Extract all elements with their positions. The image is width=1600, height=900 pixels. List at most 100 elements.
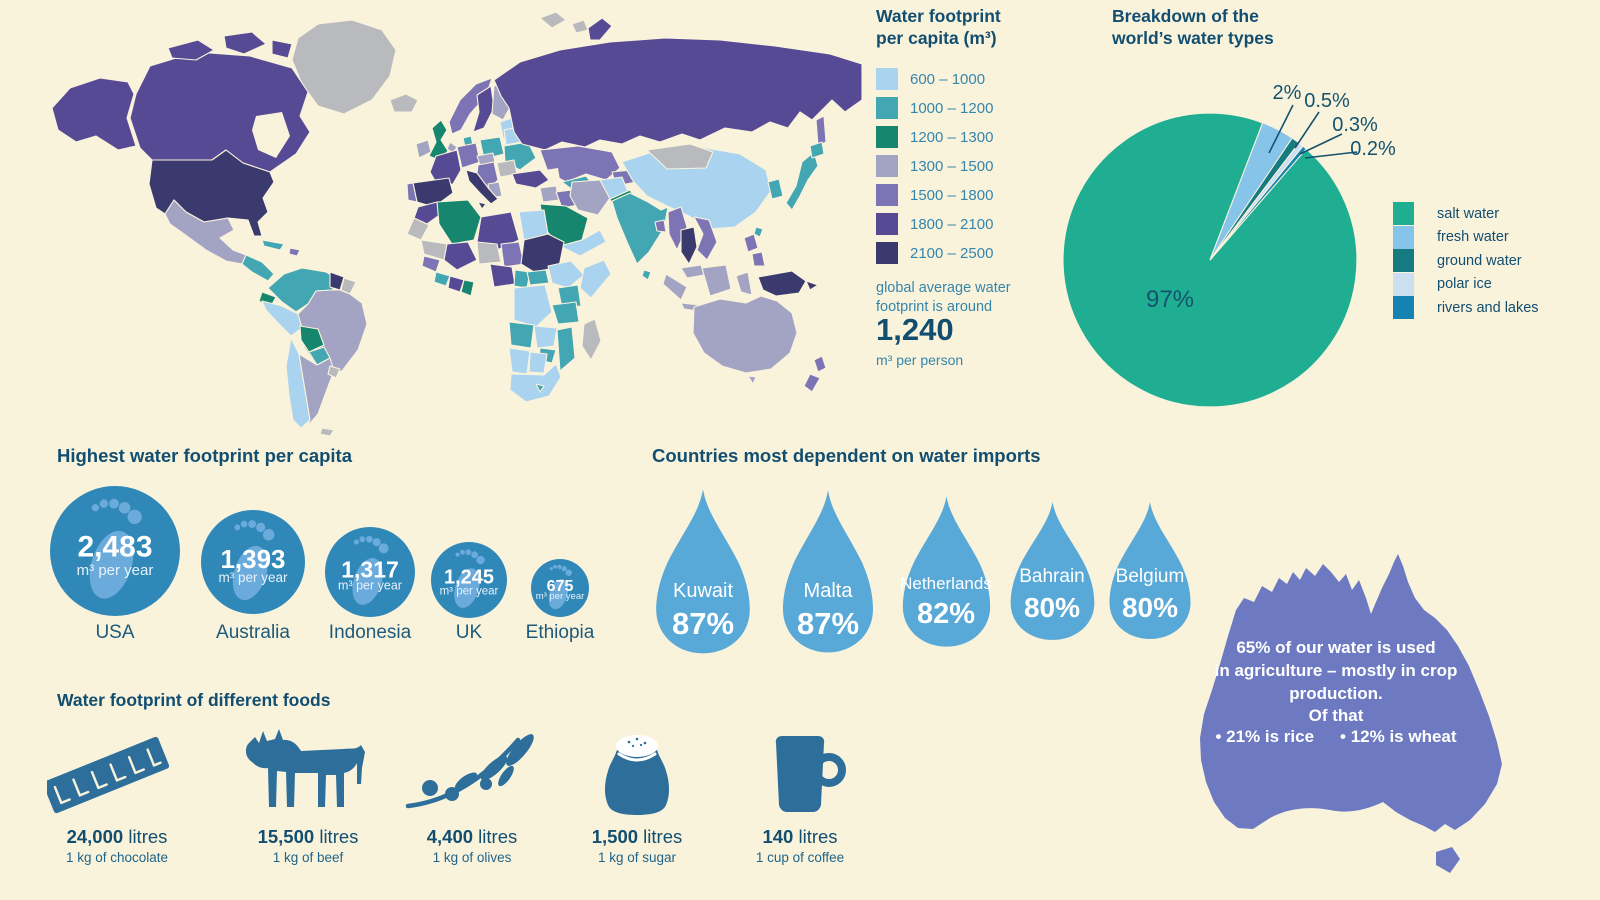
australia-fact-bullets: • 21% is rice • 12% is wheat [1140,727,1532,747]
food-item-beef: 15,500 litres 1 kg of beef [223,726,393,876]
pie-legend-label: fresh water [1437,229,1509,246]
food-value-number: 15,500 [257,826,315,847]
food-item-coffee: 140 litres 1 cup of coffee [715,726,885,876]
pie-legend-label: polar ice [1437,276,1492,293]
water-drop-icon [656,489,750,654]
legend-bin-swatch [876,242,898,264]
pie-legend-swatch [1393,249,1414,273]
footprint-unit: m³ per year [536,591,585,602]
drop-country-label: Malta [803,579,853,602]
pie-value-label-polar-ice: 0.3% [1332,114,1378,136]
footprint-icon [232,520,275,601]
pie-leader-line [1299,133,1343,155]
legend-bin-swatch [876,126,898,148]
food-value-unit: litres [314,826,359,847]
pie-title-line2: world’s water types [1112,27,1274,48]
map-legend-title-line1: Water footprint [876,6,1001,26]
pie-value-label-ground-water: 0.5% [1304,90,1350,112]
legend-bin-row: 2100 – 2500 [876,242,993,264]
pie-leader-line [1304,151,1358,159]
food-value-number: 4,400 [426,826,474,847]
footprint-country-label: Australia [216,622,290,643]
footprint-value: 1,245 [444,567,494,589]
legend-bin-label: 1200 – 1300 [910,128,994,146]
food-value: 4,400 litres [387,826,557,848]
legend-bin-row: 1800 – 2100 [876,213,993,235]
drop-value-label: 87% [796,606,860,642]
imports-section-title: Countries most dependent on water import… [652,445,1041,466]
legend-bin-label: 1300 – 1500 [910,157,994,175]
australia-rice-bullet: • 21% is rice [1215,727,1315,746]
water-drop-Netherlands: Netherlands 82% [898,494,995,650]
water-drop-Bahrain: Bahrain 80% [1006,500,1099,643]
pie-leader-line [1268,104,1294,154]
drop-country-label: Bahrain [1019,566,1085,588]
legend-bin-row: 1200 – 1300 [876,126,993,148]
drop-value-label: 80% [1023,591,1081,623]
footprint-country-label: Ethiopia [525,622,595,643]
chocolate-bar-icon [47,726,187,821]
water-drop-Belgium: Belgium 80% [1105,500,1195,642]
footprint-unit: m³ per year [77,562,154,579]
map-legend-title-line2: per capita (m³) [876,27,997,48]
food-caption: 1 kg of chocolate [65,850,169,865]
asia [493,37,863,314]
footprint-value: 1,393 [220,544,285,574]
water-drop-icon [1010,502,1094,640]
pie-legend-swatch [1393,296,1414,320]
footprints-section-title: Highest water footprint per capita [57,445,353,466]
food-caption: 1 kg of olives [432,850,512,865]
sugar-sack-icon [567,726,707,821]
food-caption: 1 kg of beef [272,850,344,865]
arctic-region [291,11,613,115]
food-value: 24,000 litres [32,826,202,848]
footprint-unit: m³ per year [218,570,288,585]
drop-value-label: 82% [916,598,976,631]
legend-bin-row: 600 – 1000 [876,68,993,90]
water-types-pie-chart: 97% 2% 0.5%0.3%0.2% [1062,82,1396,408]
world-map [51,11,863,437]
water-drop-Kuwait: Kuwait 87% [651,487,755,657]
australia-wheat-bullet: • 12% is wheat [1340,727,1457,746]
footprint-country-label: Indonesia [328,622,412,643]
food-value-unit: litres [793,826,838,847]
footprint-icon [454,549,485,608]
olive-branch-icon [402,726,542,821]
food-value: 15,500 litres [223,826,393,848]
cow-icon [238,726,378,821]
water-drop-icon [783,490,873,653]
food-item-olives: 4,400 litres 1 kg of olives [387,726,557,876]
australia-fact-line1: 65% of our water is used [1236,638,1436,657]
food-value: 140 litres [715,826,885,848]
footprint-country-label: UK [455,622,483,643]
drop-country-label: Belgium [1115,566,1185,588]
drop-value-label: 80% [1121,591,1179,623]
pie-legend-row: polar ice [1393,272,1539,297]
map-legend-title: Water footprint per capita (m³) [876,6,1001,50]
pie-value-label-rivers-and-lakes: 0.2% [1350,138,1396,160]
legend-bin-label: 600 – 1000 [910,70,986,88]
food-value: 1,500 litres [552,826,722,848]
tasmania [1436,847,1460,873]
food-value-unit: litres [638,826,683,847]
pie-legend-label: ground water [1437,252,1522,269]
food-caption: 1 cup of coffee [755,850,845,865]
legend-bin-swatch [876,97,898,119]
food-value-unit: litres [473,826,518,847]
legend-bin-row: 1000 – 1200 [876,97,993,119]
africa [406,199,612,403]
pie-legend-label: rivers and lakes [1437,299,1539,316]
australia-fact-line3: production. [1289,684,1383,703]
pie-legend-row: ground water [1393,249,1539,273]
footprint-icon [548,564,572,610]
food-value-number: 1,500 [591,826,639,847]
global-average-value: 1,240 [876,312,954,347]
global-average-note: global average water footprint is around [876,279,1011,317]
legend-bin-swatch [876,68,898,90]
